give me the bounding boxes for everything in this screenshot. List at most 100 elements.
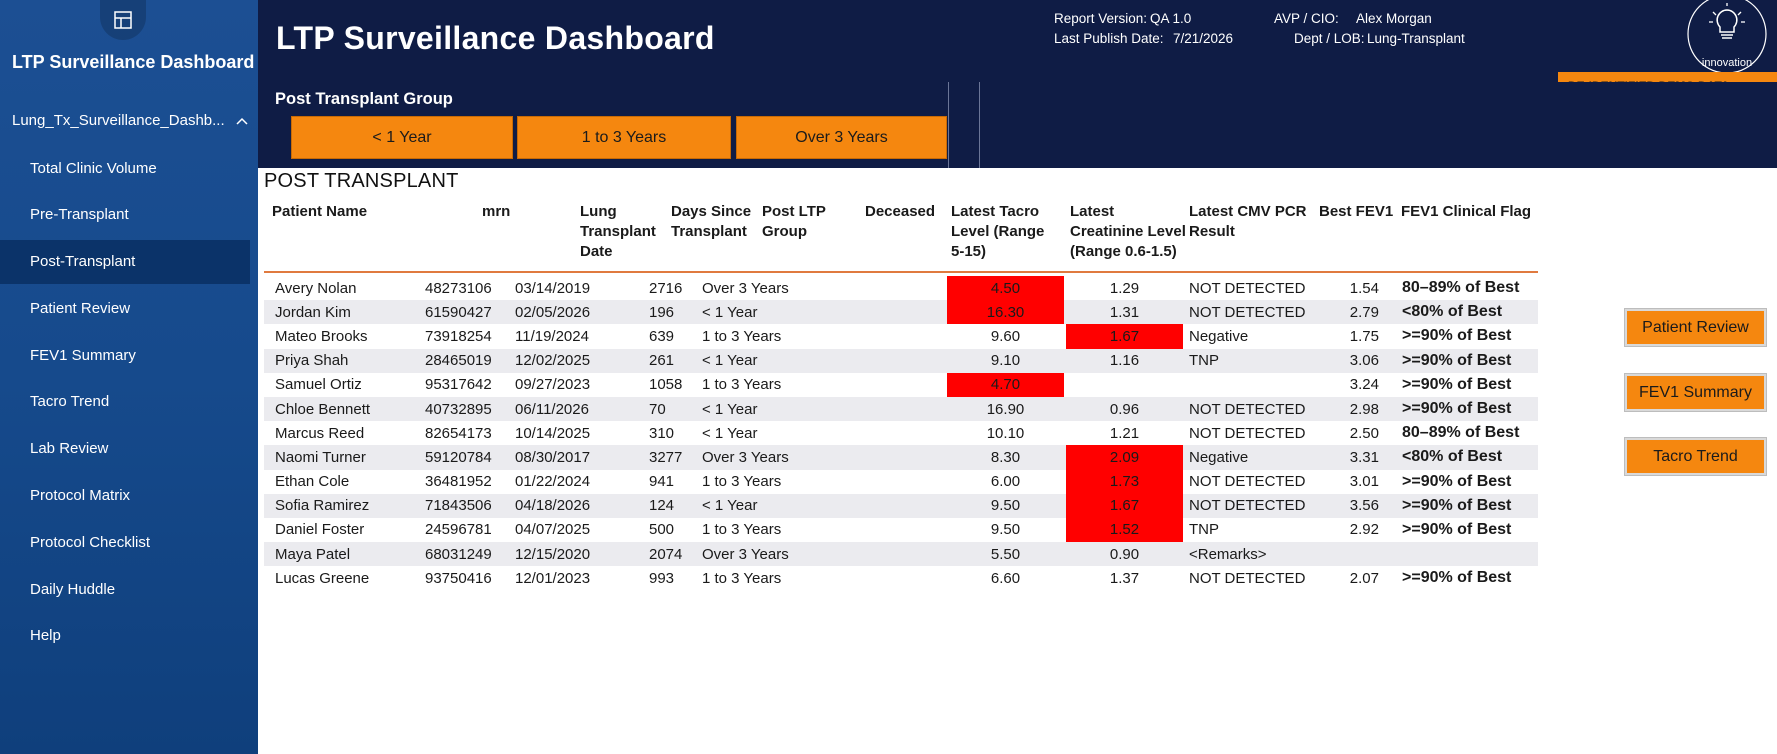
cell-fev1: 2.79 <box>1349 303 1379 321</box>
cell-name: Lucas Greene <box>275 569 370 587</box>
cell-cmv: NOT DETECTED <box>1189 473 1306 491</box>
cell-days: 639 <box>649 327 675 345</box>
sidebar-item-help[interactable]: Help <box>30 627 61 645</box>
cell-group: 1 to 3 Years <box>702 327 782 345</box>
cell-date: 12/15/2020 <box>515 545 591 563</box>
sidebar-item-fev1-summary[interactable]: FEV1 Summary <box>30 346 136 364</box>
table-row[interactable]: Samuel Ortiz 95317642 09/27/2023 1058 1 to 3… <box>264 372 1538 397</box>
cell-creat: 1.16 <box>1109 352 1140 370</box>
col-header-transplant-date[interactable]: Lung Transplant Date <box>580 203 656 260</box>
col-header-mrn[interactable]: mrn <box>482 203 511 220</box>
table-row[interactable]: Chloe Bennett 40732895 06/11/2026 70 < 1 Yea… <box>264 396 1538 422</box>
cell-tacro: 4.70 <box>947 372 1064 397</box>
sidebar-app-title: LTP Surveillance Dashboard <box>12 52 255 72</box>
cell-days: 2716 <box>649 279 683 297</box>
meta-labels-right: AVP / CIO: Dept / LOB: <box>1259 9 1365 49</box>
filter-1-to-3-years-button[interactable]: 1 to 3 Years <box>517 116 731 159</box>
table-row[interactable]: Sofia Ramirez 71843506 04/18/2026 124 < 1 Ye… <box>264 493 1538 518</box>
cell-mrn: 61590427 <box>425 303 492 321</box>
cell-days: 941 <box>649 473 675 491</box>
table-row[interactable]: Naomi Turner 59120784 08/30/2017 3277 Over 3… <box>264 445 1538 470</box>
sidebar-item-daily-huddle[interactable]: Daily Huddle <box>30 580 116 598</box>
sidebar-item-total-clinic-volume[interactable]: Total Clinic Volume <box>30 159 157 177</box>
cell-fev1: 3.24 <box>1349 376 1379 394</box>
cell-date: 08/30/2017 <box>515 448 591 466</box>
tacro-trend-button[interactable]: Tacro Trend <box>1625 438 1766 475</box>
col-header-deceased[interactable]: Deceased <box>865 203 936 220</box>
cell-fev1: 2.50 <box>1349 424 1379 442</box>
cell-tacro: 16.90 <box>986 400 1025 418</box>
sidebar-item-pre-transplant[interactable]: Pre-Transplant <box>30 206 129 224</box>
cell-cmv: NOT DETECTED <box>1189 279 1306 297</box>
sidebar-item-patient-review[interactable]: Patient Review <box>30 299 131 317</box>
cell-cmv: NOT DETECTED <box>1189 303 1306 321</box>
cell-mrn: 95317642 <box>425 376 492 394</box>
sidebar-item-post-transplant[interactable]: Post-Transplant <box>0 239 250 284</box>
cell-cmv: NOT DETECTED <box>1189 424 1306 442</box>
fev1-summary-button[interactable]: FEV1 Summary <box>1625 374 1766 411</box>
cell-mrn: 82654173 <box>425 424 492 442</box>
cell-name: Naomi Turner <box>275 448 366 466</box>
filter-under-1-year-button[interactable]: < 1 Year <box>291 116 513 159</box>
col-header-days-since[interactable]: Days Since Transplant <box>671 203 752 240</box>
cell-days: 310 <box>649 424 675 442</box>
col-header-creatinine[interactable]: Latest Creatinine Level (Range 0.6-1.5) <box>1070 203 1186 260</box>
patient-review-button[interactable]: Patient Review <box>1625 309 1766 346</box>
cell-days: 196 <box>649 303 675 321</box>
innovation-logo-text: innovation <box>1701 57 1753 69</box>
table-row[interactable]: Mateo Brooks 73918254 11/19/2024 639 1 to 3 … <box>264 324 1538 349</box>
cell-mrn: 59120784 <box>425 448 492 466</box>
sidebar-item-tacro-trend[interactable]: Tacro Trend <box>30 393 110 411</box>
cell-group: 1 to 3 Years <box>702 376 782 394</box>
table-row[interactable]: Daniel Foster 24596781 04/07/2025 500 1 to 3… <box>264 517 1538 543</box>
cell-cmv: Negative <box>1189 327 1249 345</box>
col-header-group[interactable]: Post LTP Group <box>762 203 826 240</box>
cell-mrn: 71843506 <box>425 497 492 515</box>
filter-band: Post Transplant Group < 1 Year 1 to 3 Ye… <box>258 82 1777 168</box>
col-header-name[interactable]: Patient Name <box>272 203 368 220</box>
table-row[interactable]: Priya Shah 28465019 12/02/2025 261 < 1 Year 9… <box>264 348 1538 373</box>
sidebar-item-protocol-checklist[interactable]: Protocol Checklist <box>30 533 151 551</box>
table-row[interactable]: Marcus Reed 82654173 10/14/2025 310 < 1 Year… <box>264 421 1538 445</box>
col-header-fev1[interactable]: Best FEV1 <box>1319 203 1394 220</box>
table-row[interactable]: Ethan Cole 36481952 01/22/2024 941 1 to 3 Ye… <box>264 469 1538 494</box>
cell-mrn: 36481952 <box>425 473 492 491</box>
table-row[interactable]: Avery Nolan 48273106 03/14/2019 2716 Over 3 … <box>264 276 1538 301</box>
table-row[interactable]: Jordan Kim 61590427 02/05/2026 196 < 1 Year 1… <box>264 300 1538 325</box>
cell-date: 04/07/2025 <box>515 521 591 539</box>
cell-name: Priya Shah <box>275 352 349 370</box>
cell-fev1: 2.07 <box>1349 569 1379 587</box>
cell-days: 70 <box>649 400 666 418</box>
sidebar-item-lab-review[interactable]: Lab Review <box>30 440 109 458</box>
cell-flag: >=90% of Best <box>1402 375 1512 393</box>
cell-group: Over 3 Years <box>702 545 789 563</box>
cell-flag: >=90% of Best <box>1402 472 1512 490</box>
sidebar-item-protocol-matrix[interactable]: Protocol Matrix <box>30 487 131 505</box>
cell-fev1 <box>1304 542 1379 566</box>
table-row[interactable]: Lucas Greene 93750416 12/01/2023 993 1 to 3 … <box>264 566 1538 590</box>
app-logo-icon[interactable] <box>100 0 146 40</box>
cell-flag: >=90% of Best <box>1402 400 1512 418</box>
sidebar-section-toggle[interactable]: Lung_Tx_Surveillance_Dashb... <box>12 112 248 129</box>
chevron-up-icon <box>236 112 248 129</box>
col-header-fev1-flag[interactable]: FEV1 Clinical Flag <box>1401 203 1532 220</box>
table-row[interactable]: Maya Patel 68031249 12/15/2020 2074 Over 3 Y… <box>264 542 1538 567</box>
cell-name: Chloe Bennett <box>275 400 371 418</box>
publish-date-value: 7/21/2026 <box>1173 31 1234 46</box>
cell-mrn: 28465019 <box>425 352 492 370</box>
cell-group: 1 to 3 Years <box>702 521 782 539</box>
cell-flag: >=90% of Best <box>1402 327 1512 345</box>
cell-tacro: 9.60 <box>990 327 1021 345</box>
filter-over-3-years-button[interactable]: Over 3 Years <box>736 116 947 159</box>
cell-mrn: 40732895 <box>425 400 492 418</box>
col-header-tacro[interactable]: Latest Tacro Level (Range 5-15) <box>951 203 1045 260</box>
cell-creat: 1.29 <box>1109 279 1140 297</box>
cell-date: 01/22/2024 <box>515 473 591 491</box>
col-header-cmv[interactable]: Latest CMV PCR Result <box>1189 203 1307 240</box>
cell-tacro: 6.00 <box>990 473 1021 491</box>
cell-date: 03/14/2019 <box>515 279 591 297</box>
publish-date-label: Last Publish Date: <box>1054 31 1164 46</box>
cell-flag: 80–89% of Best <box>1402 424 1520 442</box>
cell-group: Over 3 Years <box>702 448 789 466</box>
cell-tacro: 8.30 <box>990 448 1021 466</box>
